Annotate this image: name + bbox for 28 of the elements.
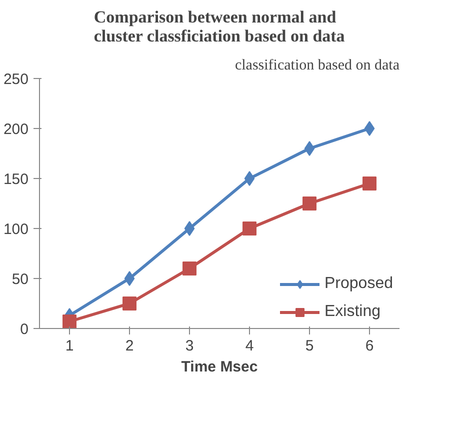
y-tick-label: 0 [20,321,28,338]
point [184,221,195,236]
y-tick-label: 50 [12,271,29,288]
x-tick-label: 2 [125,338,134,354]
x-tick-label: 4 [245,338,254,354]
point [362,176,376,190]
legend-label: Proposed [324,275,393,293]
point [242,222,256,236]
point [124,271,135,286]
y-tick-label: 200 [3,121,29,138]
point [182,262,196,276]
point [304,141,315,156]
point [244,171,255,186]
point [364,121,375,136]
x-tick-label: 3 [185,338,194,354]
x-axis-title: Time Msec [181,358,258,376]
point [302,196,316,210]
text: classification based on data [234,58,400,74]
y-tick-label: 150 [3,171,29,188]
point [122,296,136,310]
x-tick-label: 1 [65,338,74,354]
y-tick-label: 250 [3,71,29,88]
y-tick-label: 100 [3,221,29,238]
x-tick-label: 6 [365,338,374,354]
legend-label: Existing [324,303,381,321]
chart-title: Comparison between normal and cluster classficiation based on data [94,8,346,46]
point [62,314,76,328]
x-tick-label: 5 [305,338,314,354]
